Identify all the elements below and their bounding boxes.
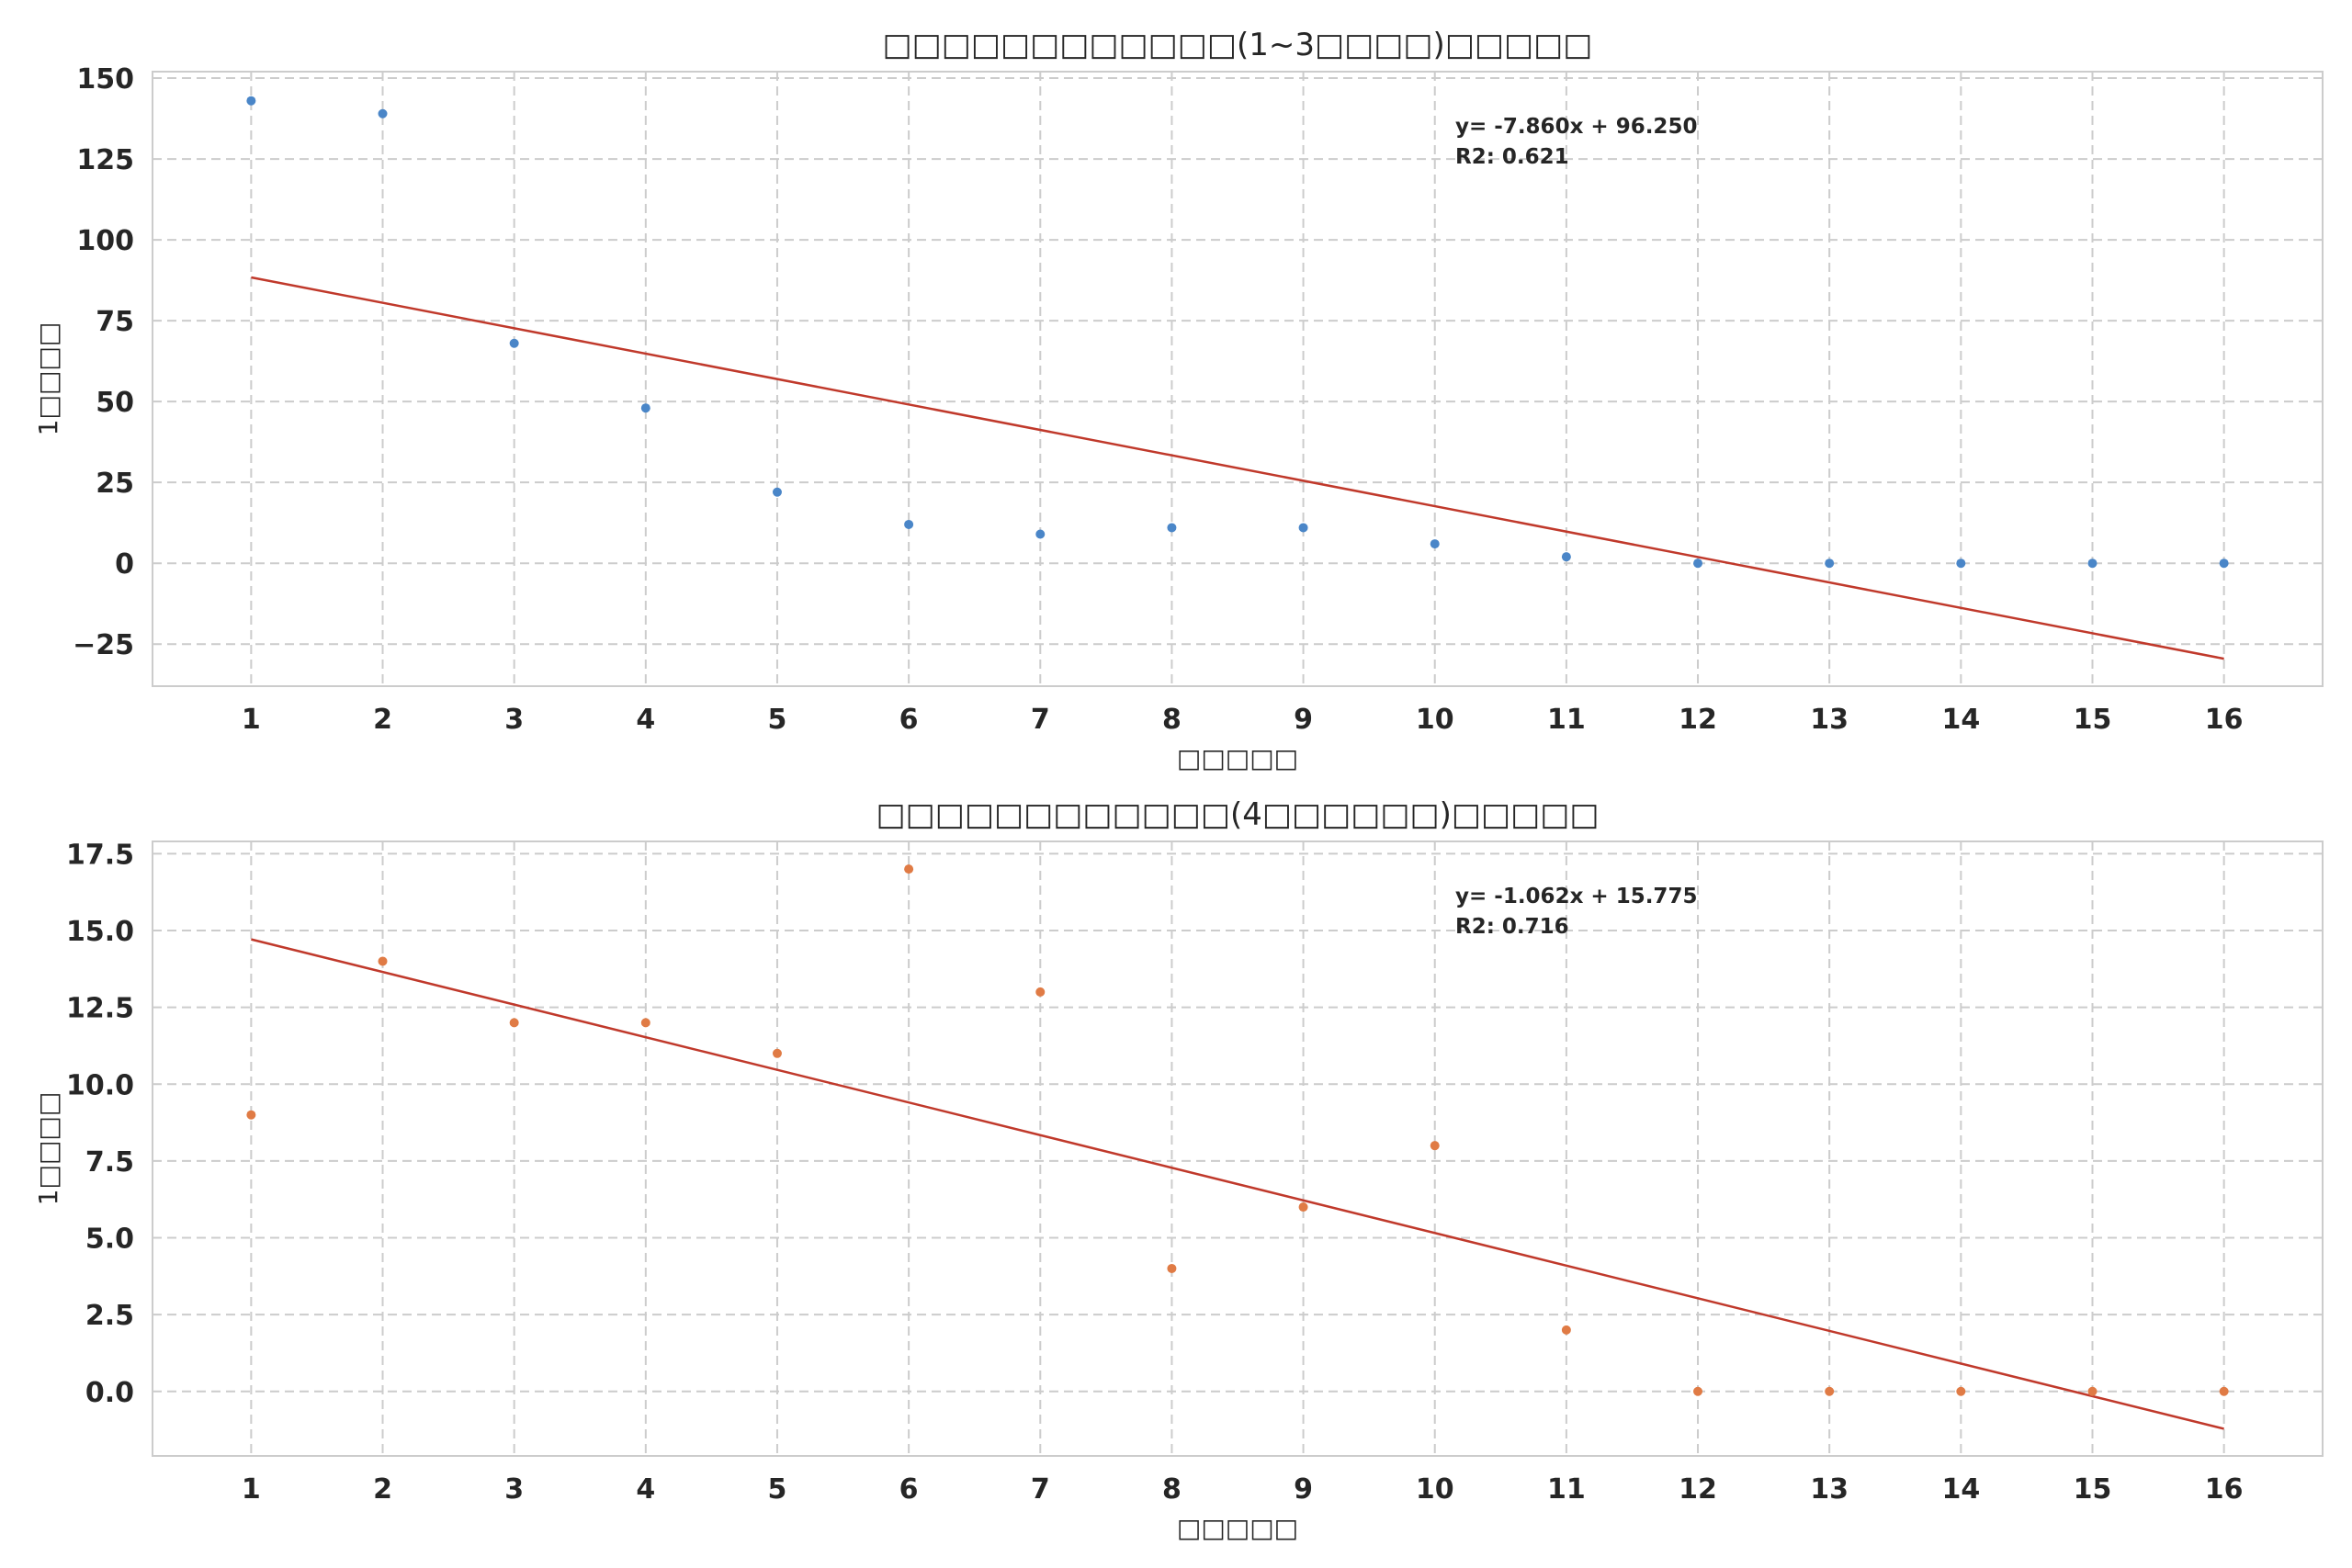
chart-top: 1 2 3 4 5 6 7 8 9 10 11 12 13 14 15 16−2502550751001251… bbox=[33, 27, 2324, 773]
x-tick-label: 3 bbox=[504, 1473, 524, 1506]
x-tick-label: 16 bbox=[2205, 1473, 2244, 1506]
x-tick-label: 10 bbox=[1416, 1473, 1454, 1506]
chart-bottom: 1 2 3 4 5 6 7 8 9 10 11 12 13 14 15 160.02.55.07.510.01… bbox=[33, 796, 2324, 1543]
y-tick-label: 0 bbox=[115, 548, 134, 581]
data-point bbox=[1035, 987, 1046, 997]
data-point bbox=[2219, 558, 2229, 569]
regression-annotation: y= -7.860x + 96.250 bbox=[1455, 115, 1697, 139]
x-tick-label: 9 bbox=[1294, 704, 1313, 736]
y-tick-label: 5.0 bbox=[85, 1224, 134, 1256]
regression-annotation: y= -1.062x + 15.775 bbox=[1455, 885, 1697, 908]
plot-frame bbox=[152, 840, 2324, 1457]
data-point bbox=[378, 956, 388, 966]
data-point bbox=[1035, 529, 1046, 539]
x-tick-label: 5 bbox=[768, 704, 787, 736]
x-tick-label: 1 bbox=[242, 704, 261, 736]
data-point bbox=[1430, 539, 1440, 549]
data-point bbox=[1956, 558, 1966, 569]
data-point bbox=[1956, 1386, 1966, 1396]
x-tick-label: 12 bbox=[1679, 1473, 1717, 1506]
x-tick-label: 1 bbox=[242, 1473, 261, 1506]
y-tick-label: 50 bbox=[96, 387, 134, 419]
x-tick-label: 15 bbox=[2074, 1473, 2112, 1506]
data-point bbox=[246, 96, 256, 106]
data-point bbox=[246, 1110, 256, 1120]
y-tick-label: 17.5 bbox=[66, 839, 134, 871]
x-tick-label: 3 bbox=[504, 704, 524, 736]
regression-annotation: R2: 0.716 bbox=[1455, 915, 1569, 939]
y-axis-label: 1□□□□ bbox=[33, 322, 63, 436]
y-tick-label: 75 bbox=[96, 306, 134, 338]
data-point bbox=[772, 1048, 782, 1058]
x-tick-label: 8 bbox=[1162, 1473, 1182, 1506]
x-tick-label: 16 bbox=[2205, 704, 2244, 736]
regression-line bbox=[251, 276, 2224, 660]
x-tick-label: 6 bbox=[899, 704, 919, 736]
x-tick-label: 12 bbox=[1679, 704, 1717, 736]
x-axis-label: □□□□□ bbox=[1177, 743, 1298, 773]
x-tick-label: 7 bbox=[1031, 1473, 1050, 1506]
data-point bbox=[378, 108, 388, 118]
y-tick-label: −25 bbox=[73, 629, 134, 661]
data-point bbox=[1693, 558, 1703, 569]
x-tick-label: 6 bbox=[899, 1473, 919, 1506]
data-point bbox=[1693, 1386, 1703, 1396]
chart-title: □□□□□□□□□□□□(1~3□□□□)□□□□□ bbox=[883, 27, 1593, 63]
y-axis-label: 1□□□□ bbox=[33, 1092, 63, 1206]
x-tick-label: 11 bbox=[1547, 704, 1586, 736]
regression-line bbox=[251, 938, 2224, 1430]
y-tick-label: 150 bbox=[76, 63, 134, 96]
plot-frame bbox=[152, 71, 2324, 687]
data-point bbox=[1167, 1263, 1177, 1273]
y-tick-label: 7.5 bbox=[85, 1146, 134, 1179]
x-tick-label: 13 bbox=[1810, 704, 1849, 736]
x-tick-label: 15 bbox=[2074, 704, 2112, 736]
y-tick-label: 125 bbox=[76, 144, 134, 176]
y-tick-label: 15.0 bbox=[66, 916, 134, 948]
x-tick-label: 4 bbox=[636, 1473, 655, 1506]
regression-annotation: R2: 0.621 bbox=[1455, 145, 1569, 169]
data-point bbox=[1561, 552, 1571, 562]
data-point bbox=[904, 519, 914, 529]
x-tick-label: 13 bbox=[1810, 1473, 1849, 1506]
chart-title: □□□□□□□□□□□□(4□□□□□□)□□□□□ bbox=[876, 796, 1599, 833]
x-tick-label: 11 bbox=[1547, 1473, 1586, 1506]
y-tick-label: 0.0 bbox=[85, 1377, 134, 1409]
data-point bbox=[509, 338, 519, 348]
data-point bbox=[640, 403, 650, 413]
data-point bbox=[1430, 1141, 1440, 1151]
x-tick-label: 2 bbox=[373, 704, 392, 736]
data-point bbox=[1825, 558, 1835, 569]
x-tick-label: 8 bbox=[1162, 704, 1182, 736]
data-point bbox=[640, 1018, 650, 1028]
data-point bbox=[1561, 1325, 1571, 1335]
x-tick-label: 14 bbox=[1941, 704, 1980, 736]
data-point bbox=[904, 864, 914, 874]
x-tick-label: 5 bbox=[768, 1473, 787, 1506]
y-tick-label: 2.5 bbox=[85, 1300, 134, 1332]
x-tick-label: 9 bbox=[1294, 1473, 1313, 1506]
x-tick-label: 7 bbox=[1031, 704, 1050, 736]
data-point bbox=[1298, 1202, 1308, 1213]
data-point bbox=[2087, 558, 2098, 569]
data-point bbox=[509, 1018, 519, 1028]
y-tick-label: 25 bbox=[96, 468, 134, 500]
x-tick-label: 10 bbox=[1416, 704, 1454, 736]
y-tick-label: 12.5 bbox=[66, 993, 134, 1025]
data-point bbox=[1825, 1386, 1835, 1396]
x-tick-label: 2 bbox=[373, 1473, 392, 1506]
x-axis-label: □□□□□ bbox=[1177, 1513, 1298, 1543]
data-point bbox=[2219, 1386, 2229, 1396]
y-tick-label: 10.0 bbox=[66, 1069, 134, 1101]
data-point bbox=[2087, 1386, 2098, 1396]
x-tick-label: 14 bbox=[1941, 1473, 1980, 1506]
y-tick-label: 100 bbox=[76, 225, 134, 257]
data-point bbox=[1298, 523, 1308, 533]
x-tick-label: 4 bbox=[636, 704, 655, 736]
data-point bbox=[772, 487, 782, 497]
data-point bbox=[1167, 523, 1177, 533]
